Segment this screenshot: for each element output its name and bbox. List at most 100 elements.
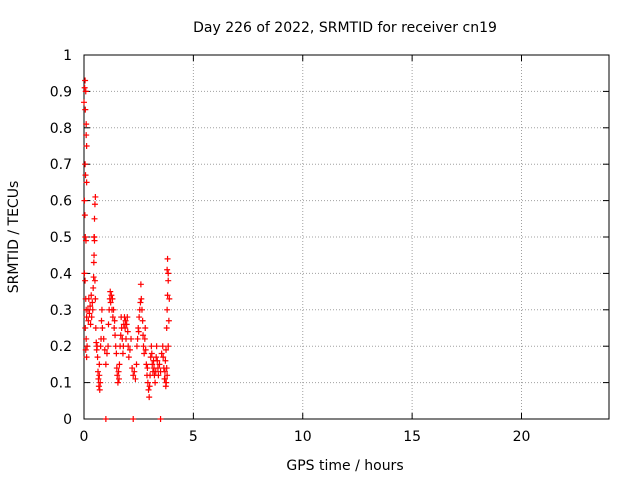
data-point <box>81 270 88 277</box>
data-point <box>162 357 169 364</box>
data-point <box>147 354 154 361</box>
data-point <box>81 197 88 204</box>
data-point <box>138 295 145 302</box>
data-point <box>91 237 98 244</box>
data-point <box>83 132 90 139</box>
data-point <box>81 99 87 106</box>
data-point <box>156 361 163 368</box>
data-point <box>140 332 147 339</box>
data-point <box>109 314 116 321</box>
data-point <box>163 325 170 331</box>
data-point <box>98 306 105 313</box>
data-point <box>148 343 155 350</box>
data-point <box>111 317 118 324</box>
x-tick-label: 20 <box>513 429 531 445</box>
data-point <box>157 416 164 422</box>
data-point <box>81 212 88 219</box>
y-axis-label: SRMTID / TECUs <box>6 181 22 294</box>
data-point <box>98 317 105 324</box>
data-point <box>105 321 112 328</box>
y-tick-label: 0.1 <box>50 376 72 392</box>
data-point <box>87 303 94 310</box>
data-point <box>125 343 132 350</box>
data-point <box>95 368 101 375</box>
data-point <box>152 379 159 386</box>
data-point <box>110 306 117 313</box>
data-point <box>163 365 170 372</box>
data-point <box>148 350 155 357</box>
data-point <box>123 321 130 328</box>
data-point <box>108 292 115 299</box>
data-point <box>103 350 110 357</box>
x-tick-label: 5 <box>189 429 198 445</box>
data-point <box>141 335 148 342</box>
data-point <box>92 325 99 331</box>
data-point <box>122 325 129 331</box>
y-tick-label: 1 <box>63 48 72 64</box>
y-tick-label: 0.5 <box>50 230 72 246</box>
data-point <box>116 361 123 368</box>
data-point <box>94 354 101 361</box>
data-point <box>130 416 137 422</box>
data-point <box>95 375 102 382</box>
data-point <box>97 343 104 350</box>
data-point <box>153 354 160 361</box>
data-point <box>82 234 89 240</box>
data-point <box>112 332 119 339</box>
data-point <box>129 365 136 372</box>
data-point <box>122 317 129 324</box>
x-tick-label: 0 <box>80 429 89 445</box>
data-point <box>161 368 168 375</box>
data-point <box>163 346 170 353</box>
data-point <box>165 270 172 277</box>
data-point <box>113 350 120 357</box>
data-point <box>162 383 169 390</box>
data-point <box>143 361 150 368</box>
data-point <box>91 201 98 208</box>
data-point <box>141 350 148 357</box>
data-point <box>137 299 144 306</box>
data-point <box>83 179 90 186</box>
data-point <box>115 368 122 375</box>
x-axis-ticks: 0 5 10 15 20 <box>80 55 531 445</box>
data-point <box>116 375 122 382</box>
data-point <box>107 299 114 306</box>
data-point <box>82 161 89 168</box>
y-tick-label: 0.8 <box>50 121 72 137</box>
data-point <box>90 259 97 266</box>
data-point <box>91 252 98 259</box>
data-point <box>81 84 88 91</box>
data-point <box>123 335 129 342</box>
data-point <box>101 346 108 353</box>
data-point <box>161 375 168 382</box>
data-point <box>113 365 120 372</box>
data-point <box>164 266 171 273</box>
x-axis-label: GPS time / hours <box>286 458 403 474</box>
data-point <box>135 328 142 335</box>
data-point <box>82 237 89 244</box>
data-point <box>83 354 90 361</box>
data-point <box>102 361 109 368</box>
chart-title: Day 226 of 2022, SRMTID for receiver cn1… <box>193 20 497 36</box>
data-point <box>90 284 97 291</box>
data-point <box>82 106 89 113</box>
data-point <box>165 343 172 350</box>
data-point <box>149 361 156 368</box>
data-point <box>109 295 116 302</box>
data-point <box>164 292 171 299</box>
data-point <box>96 386 103 393</box>
data-point <box>146 394 153 401</box>
data-point <box>164 255 171 262</box>
data-point <box>158 350 165 357</box>
data-point <box>85 295 92 302</box>
data-point <box>164 306 171 313</box>
x-tick-label: 10 <box>294 429 312 445</box>
data-point <box>125 354 132 361</box>
data-point <box>144 365 151 372</box>
y-tick-label: 0.2 <box>50 339 72 355</box>
data-point <box>136 314 143 321</box>
data-point <box>144 379 151 386</box>
data-point <box>97 379 104 386</box>
data-point <box>88 314 95 321</box>
